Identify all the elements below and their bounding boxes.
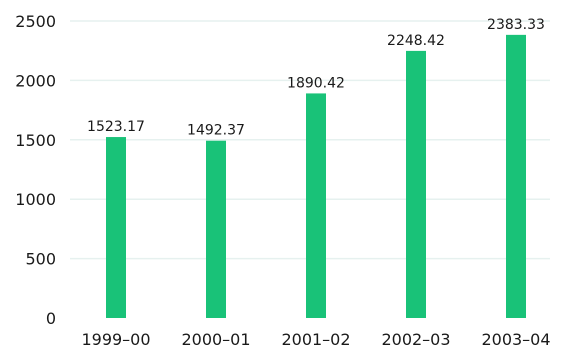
value-label: 2248.42 [387,33,445,49]
bar [206,140,226,318]
value-label: 1523.17 [87,119,145,135]
x-category-label: 1999–00 [81,330,150,349]
bar [306,93,326,318]
y-tick-label: 1500 [15,131,56,150]
x-axis-category-labels: 1999–00 2000–01 2001–02 2002–03 2003–04 [81,330,550,349]
value-label: 1492.37 [187,123,245,139]
y-axis-tick-labels: 0 500 1000 1500 2000 2500 [15,12,56,328]
bar [106,137,126,318]
y-tick-label: 0 [46,309,56,328]
value-label: 1890.42 [287,75,345,91]
x-category-label: 2001–02 [281,330,350,349]
y-tick-label: 1000 [15,190,56,209]
y-tick-label: 2500 [15,12,56,31]
y-tick-label: 2000 [15,71,56,90]
y-tick-label: 500 [25,250,56,269]
bars [106,34,526,319]
bar [506,34,526,318]
value-label: 2383.33 [487,17,545,33]
bar [406,50,426,319]
x-category-label: 2003–04 [481,330,550,349]
value-labels: 1523.17 1492.37 1890.42 2248.42 2383.33 [87,17,545,139]
x-category-label: 2000–01 [181,330,250,349]
x-category-label: 2002–03 [381,330,450,349]
